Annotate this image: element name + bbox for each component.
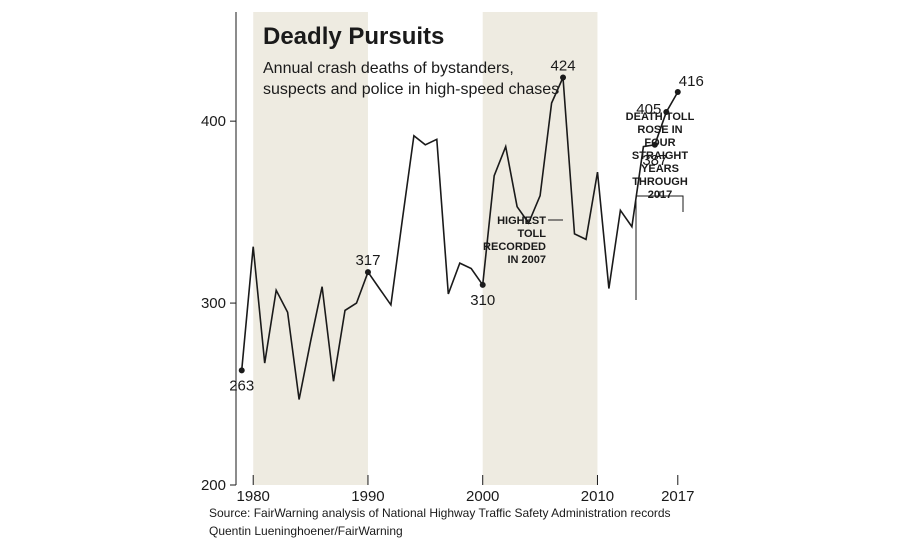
point-label-2007: 424 bbox=[551, 57, 576, 74]
point-label-2015: 387 bbox=[642, 152, 667, 169]
point-label-2017: 416 bbox=[679, 73, 704, 90]
annotation-rose-bracket bbox=[635, 191, 684, 300]
point-labels: 263 317 310 424 387 405 416 bbox=[229, 57, 704, 394]
annotation-rose-line-4: STRAIGHT bbox=[632, 150, 689, 162]
shaded-bands bbox=[253, 12, 598, 485]
annotation-rose-line-3: FOUR bbox=[644, 137, 675, 149]
point-label-2000: 310 bbox=[470, 292, 495, 309]
x-tick-label: 2000 bbox=[466, 488, 499, 505]
point-label-1990: 317 bbox=[355, 252, 380, 269]
point-marker-2016 bbox=[663, 109, 670, 116]
x-tick-label: 1980 bbox=[237, 488, 270, 505]
annotation-highest-line-4: IN 2007 bbox=[507, 254, 546, 266]
shaded-band-2000s bbox=[482, 12, 598, 485]
point-label-2016: 405 bbox=[636, 101, 661, 118]
point-marker-2017 bbox=[674, 89, 681, 96]
y-tick-label: 300 bbox=[201, 295, 226, 312]
annotation-highest-line-3: RECORDED bbox=[483, 241, 546, 253]
annotation-rose-line-6: THROUGH bbox=[632, 176, 688, 188]
annotation-rose-line-5: YEARS bbox=[641, 163, 679, 175]
annotation-highest-line-1: HIGHEST bbox=[497, 215, 546, 227]
point-marker-1979 bbox=[238, 367, 245, 374]
annotation-rose-line-2: ROSE IN bbox=[637, 124, 682, 136]
series-line bbox=[240, 77, 679, 400]
annotation-highest-toll: HIGHEST TOLL RECORDED IN 2007 bbox=[483, 215, 563, 266]
point-marker-1990 bbox=[364, 269, 371, 276]
credit-note: Quentin Lueninghoener/FairWarning bbox=[209, 524, 403, 538]
source-note: Source: FairWarning analysis of National… bbox=[209, 506, 671, 520]
chart-subtitle-line-2: suspects and police in high-speed chases bbox=[263, 81, 559, 98]
x-ticks: 1980 1990 2000 2010 2017 bbox=[237, 475, 694, 505]
point-marker-2015 bbox=[651, 141, 658, 148]
point-label-1979: 263 bbox=[229, 377, 254, 394]
annotation-highest-line-2: TOLL bbox=[517, 228, 546, 240]
x-tick-label: 2010 bbox=[581, 488, 614, 505]
chart-subtitle-line-1: Annual crash deaths of bystanders, bbox=[263, 60, 514, 77]
point-marker-2007 bbox=[560, 74, 567, 81]
annotation-four-years: DEATH TOLL ROSE IN FOUR STRAIGHT YEARS T… bbox=[626, 111, 695, 300]
y-ticks: 200 300 400 bbox=[201, 113, 236, 494]
y-tick-label: 200 bbox=[201, 477, 226, 494]
shaded-band-1980s bbox=[253, 12, 368, 485]
chart-title: Deadly Pursuits bbox=[263, 23, 444, 50]
x-tick-label: 2017 bbox=[661, 488, 694, 505]
annotation-rose-line-1: DEATH TOLL bbox=[626, 111, 695, 123]
point-markers bbox=[238, 74, 681, 374]
x-tick-label: 1990 bbox=[351, 488, 384, 505]
y-tick-label: 400 bbox=[201, 113, 226, 130]
point-marker-2000 bbox=[479, 281, 486, 288]
